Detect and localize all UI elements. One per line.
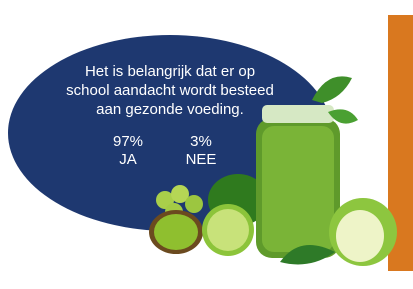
grape <box>185 195 203 213</box>
lime-flesh <box>207 209 249 251</box>
result-value: 3% <box>190 133 212 150</box>
kiwi-flesh <box>154 214 198 250</box>
smoothie <box>262 126 334 252</box>
apple-flesh <box>336 210 384 262</box>
statement-line: aan gezonde voeding. <box>96 101 244 118</box>
result-value: 97% <box>113 133 143 150</box>
result-label: NEE <box>186 151 217 168</box>
statement-line: Het is belangrijk dat er op <box>85 63 255 80</box>
statement-line: school aandacht wordt besteed <box>66 82 274 99</box>
infographic: Het is belangrijk dat er op school aanda… <box>0 0 413 289</box>
jar-rim <box>262 105 334 123</box>
page: {"statement": ["Het is belangrijk dat er… <box>0 0 413 289</box>
result-label: JA <box>119 151 137 168</box>
